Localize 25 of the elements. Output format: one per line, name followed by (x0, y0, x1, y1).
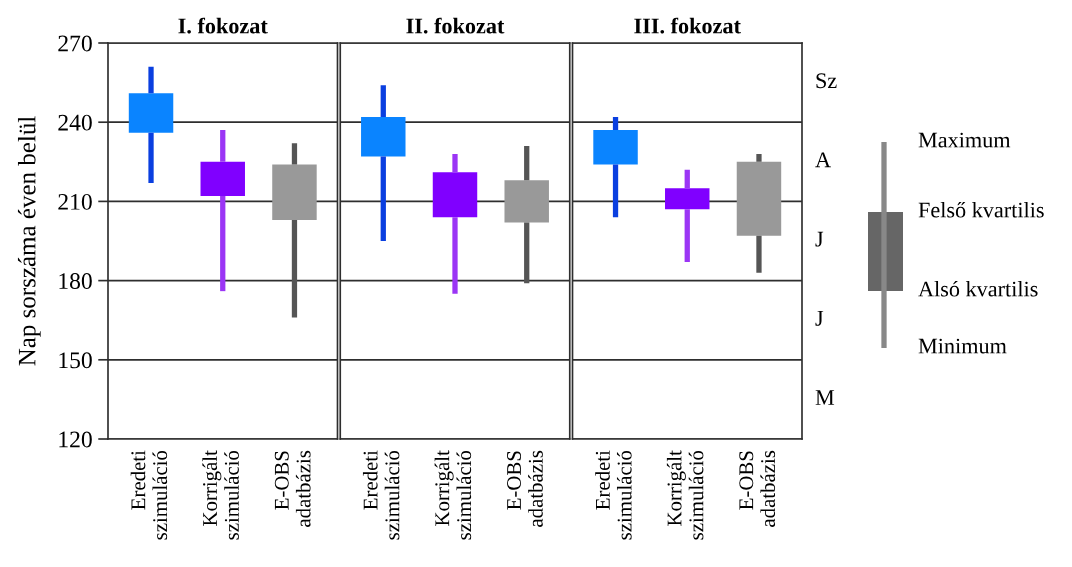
text: M (815, 390, 835, 405)
y-tick-label: 150 (59, 352, 92, 369)
x-tick-label: E-OBS adatbázis (507, 450, 543, 527)
y-tick-label: 270 (58, 35, 92, 52)
text: A (815, 152, 831, 168)
chart-title: III. fokozat (634, 17, 741, 34)
text: Alsó kvartilis (918, 280, 1038, 297)
text: J (815, 310, 824, 326)
x-tick-label: E-OBS adatbázis (274, 450, 311, 527)
y-tick-label: 120 (59, 431, 92, 448)
y-tick-label: 240 (58, 114, 92, 131)
text: Sz (816, 73, 837, 89)
text: J (815, 231, 824, 247)
x-tick-label: Eredeti szimuláció (595, 450, 632, 540)
chart-title: I. fokozat (178, 17, 268, 34)
x-tick-label: Eredeti szimuláció (362, 450, 400, 540)
y-tick-label: 210 (58, 193, 92, 210)
y-axis-title: Nap sorszáma éven belül (17, 116, 41, 366)
text: Maximum (918, 132, 1011, 148)
y-tick-label: 180 (59, 273, 92, 290)
x-tick-label: Eredeti szimuláció (130, 450, 168, 540)
text: Minimum (918, 338, 1007, 354)
text: Felső kvartilis (918, 201, 1044, 218)
x-tick-label: E-OBS adatbázis (739, 450, 776, 527)
chart-title: II. fokozat (406, 17, 505, 34)
